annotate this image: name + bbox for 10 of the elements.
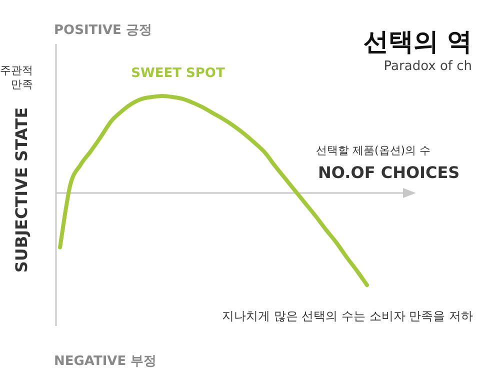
text: 지나치게 많은 선택의 수는 소비자 만족을 저하	[222, 309, 473, 323]
text: SWEET SPOT	[131, 66, 225, 81]
chart-title: 선택의 역	[363, 27, 472, 56]
text: NEGATIVE 부정	[54, 354, 157, 369]
x-axis-title: NO.OF CHOICES	[318, 163, 460, 182]
annotation: 선택할 제품(옵션)의 수	[316, 144, 431, 157]
text: Paradox of ch	[384, 59, 472, 74]
text: 주관적 만족	[0, 64, 33, 91]
text: POSITIVE 긍정	[54, 23, 152, 38]
y-axis-title: SUBJECTIVE STATE	[12, 107, 31, 273]
